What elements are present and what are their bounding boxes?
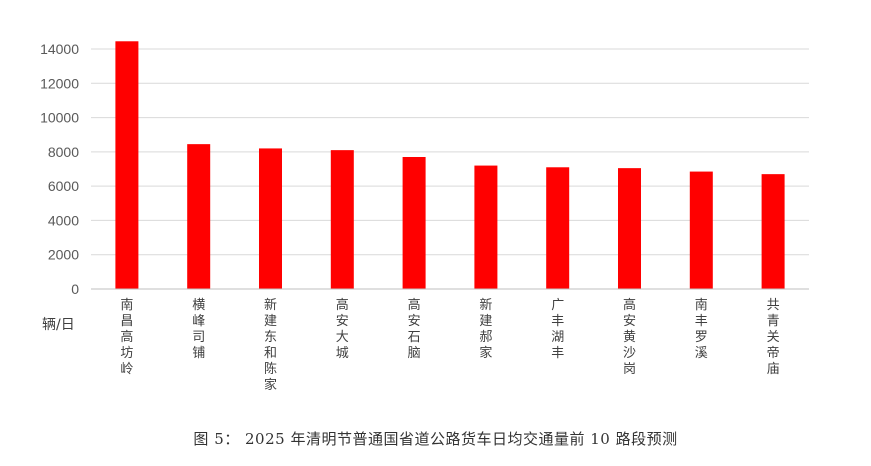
- y-tick-label: 0: [71, 281, 79, 297]
- y-tick-label: 12000: [40, 75, 79, 91]
- x-axis-categories: 南昌高坊岭 横峰司铺 新建东和陈家 高安大城 高安石脑 新建郝家 广丰湖丰 高安黄沙岗 南丰罗溪…: [120, 297, 779, 393]
- gridlines: [91, 48, 809, 256]
- y-tick-label: 6000: [48, 178, 79, 194]
- x-tick-label: 南丰罗溪: [695, 297, 708, 361]
- y-tick-label: 14000: [40, 41, 79, 57]
- x-tick-label: 高安黄沙岗: [623, 297, 636, 377]
- bar: [474, 165, 498, 289]
- x-tick-label: 高安石脑: [408, 297, 421, 361]
- y-axis-unit-label: 辆/日: [42, 317, 75, 333]
- x-tick-label: 高安大城: [336, 297, 349, 361]
- x-tick-label: 广丰湖丰: [551, 298, 564, 361]
- bar: [330, 150, 354, 289]
- y-axis-ticks: 0 2000 4000 6000 8000 10000 12000 14000: [40, 41, 79, 297]
- bar: [402, 157, 426, 289]
- x-tick-label: 南昌高坊岭: [120, 297, 133, 377]
- bars: [115, 41, 785, 290]
- y-tick-label: 4000: [48, 212, 79, 228]
- x-tick-label: 新建东和陈家: [264, 297, 277, 393]
- bar: [618, 168, 641, 289]
- y-tick-label: 10000: [40, 110, 79, 126]
- x-tick-label: 共青关帝庙: [767, 298, 780, 377]
- bar: [689, 171, 713, 289]
- x-tick-label: 横峰司铺: [192, 298, 205, 361]
- y-tick-label: 2000: [48, 247, 79, 263]
- bar: [115, 41, 139, 290]
- bar: [546, 167, 570, 289]
- bar: [187, 144, 211, 289]
- bar: [259, 148, 282, 289]
- figure-caption: 图 5： 2025 年清明节普通国省道公路货车日均交通量前 10 路段预测: [193, 430, 678, 448]
- y-tick-label: 8000: [48, 144, 79, 160]
- x-tick-label: 新建郝家: [479, 297, 492, 361]
- bar: [761, 174, 785, 289]
